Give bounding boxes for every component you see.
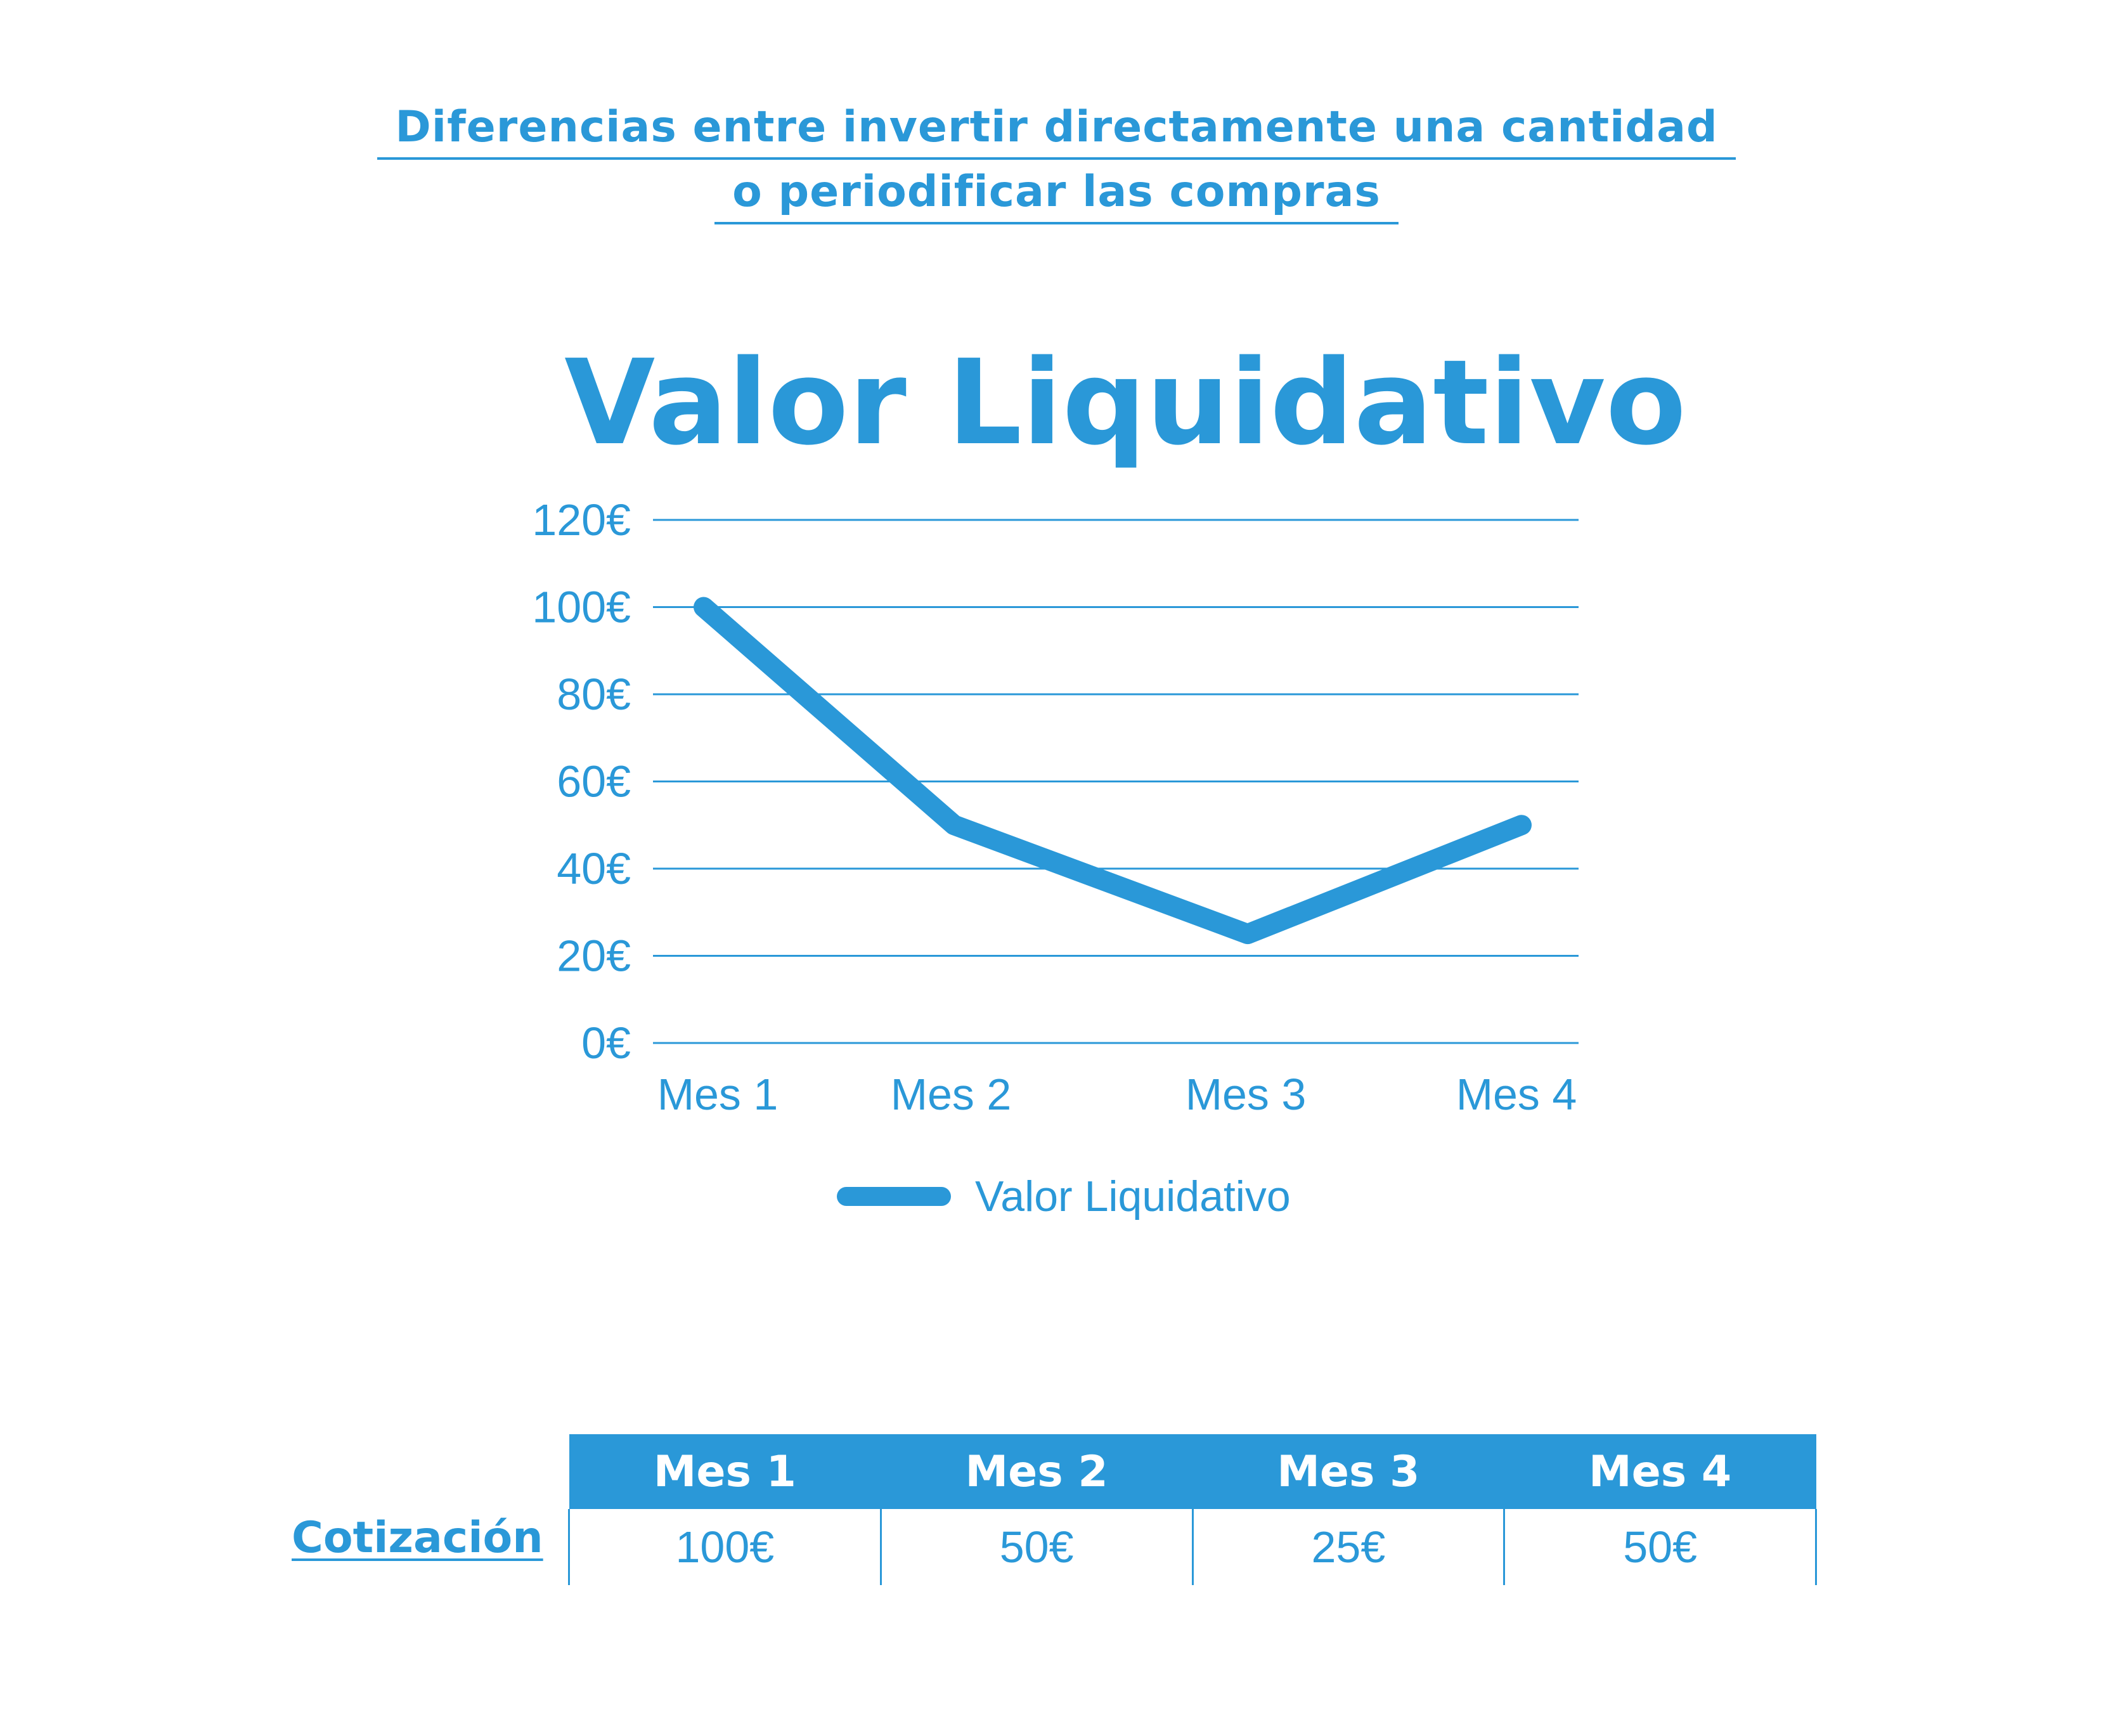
table-header-row: Mes 1 Mes 2 Mes 3 Mes 4 (569, 1434, 1816, 1509)
cotizacion-table: Mes 1 Mes 2 Mes 3 Mes 4 100€ 50€ 25€ 50€ (568, 1434, 1817, 1585)
cotizacion-label: Cotización (292, 1513, 543, 1563)
table-cell-mes-1: 100€ (568, 1509, 881, 1585)
y-tick-label: 40€ (557, 844, 631, 893)
y-tick-label: 80€ (557, 670, 631, 719)
table-header-mes-4: Mes 4 (1504, 1434, 1816, 1509)
data-point (1521, 824, 1522, 826)
data-point (703, 606, 704, 608)
y-tick-label: 100€ (532, 583, 631, 632)
table-header-mes-2: Mes 2 (881, 1434, 1192, 1509)
legend-label: Valor Liquidativo (975, 1172, 1291, 1221)
y-tick-label: 0€ (581, 1018, 631, 1068)
page-header: Diferencias entre invertir directamente … (0, 101, 2113, 224)
table-row: 100€ 50€ 25€ 50€ (568, 1509, 1817, 1585)
y-tick-label: 60€ (557, 757, 631, 806)
y-axis-ticks: 0€ 20€ 40€ 60€ 80€ 100€ 120€ (532, 495, 631, 1068)
data-point (953, 824, 955, 826)
x-tick-label: Mes 4 (1456, 1070, 1577, 1119)
series-line (694, 597, 1532, 945)
table-cell-mes-4: 50€ (1503, 1509, 1817, 1585)
data-point (1247, 933, 1248, 935)
y-tick-label: 20€ (557, 931, 631, 981)
x-tick-label: Mes 1 (657, 1070, 779, 1119)
series-valor-liquidativo (694, 597, 1532, 945)
table-cell-mes-3: 25€ (1191, 1509, 1504, 1585)
header-line-1: Diferencias entre invertir directamente … (377, 101, 1736, 160)
grid-lines (653, 519, 1579, 1044)
table-cell-mes-2: 50€ (879, 1509, 1192, 1585)
x-axis-ticks: Mes 1 Mes 2 Mes 3 Mes 4 (657, 1070, 1577, 1119)
chart-title: Valor Liquidativo (564, 334, 1686, 471)
table-header-mes-1: Mes 1 (569, 1434, 881, 1509)
chart-legend: Valor Liquidativo (837, 1162, 1291, 1231)
x-tick-label: Mes 3 (1186, 1070, 1307, 1119)
table-header-mes-3: Mes 3 (1192, 1434, 1504, 1509)
header-line-2: o periodificar las compras (714, 166, 1399, 224)
y-tick-label: 120€ (532, 495, 631, 545)
legend-swatch (837, 1187, 951, 1206)
x-tick-label: Mes 2 (891, 1070, 1012, 1119)
